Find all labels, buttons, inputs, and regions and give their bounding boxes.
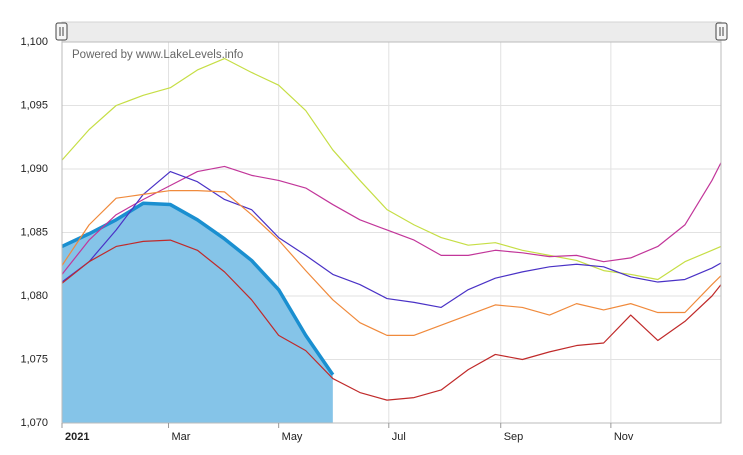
axes: 1,070 1,075 1,080 1,085 1,090 1,095 1,100 2021 M… [20, 36, 633, 443]
y-tick-label: 1,080 [20, 290, 48, 302]
y-tick-label: 1,075 [20, 353, 48, 365]
annotation: Powered by www.LakeLevels.info [72, 49, 243, 61]
scroll-handle-left[interactable] [55, 22, 68, 41]
y-tick-label: 1,090 [20, 163, 48, 175]
x-tick-label: 2021 [65, 431, 89, 443]
y-tick-label: 1,095 [20, 99, 48, 111]
line [61, 170, 722, 309]
line [61, 239, 722, 401]
line [61, 162, 722, 275]
line [61, 57, 722, 281]
line [61, 189, 722, 336]
scrollbar[interactable] [61, 21, 722, 43]
scroll-handle-right[interactable] [715, 22, 728, 41]
line [61, 201, 335, 376]
plot [61, 57, 722, 423]
plot-border [61, 41, 722, 424]
x-tick-label: Sep [504, 431, 524, 443]
x-tick-label: Jul [392, 431, 406, 443]
y-tick-label: 1,085 [20, 226, 48, 238]
y-tick-label: 1,070 [20, 417, 48, 429]
x-tick-label: May [282, 431, 303, 443]
x-tick-label: Mar [172, 431, 191, 443]
x-tick-label: Nov [614, 431, 634, 443]
y-tick-label: 1,100 [20, 36, 48, 48]
area [62, 203, 333, 423]
